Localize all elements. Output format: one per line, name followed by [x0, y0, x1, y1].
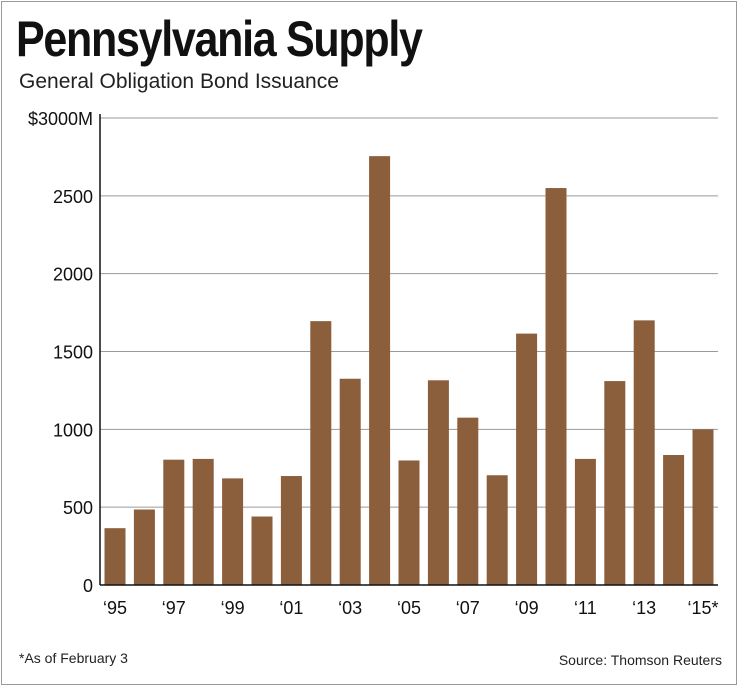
x-tick-label: ‘15* [687, 598, 718, 618]
bar-2010 [545, 188, 567, 586]
bar-2004 [369, 156, 391, 585]
bar-1996 [133, 509, 155, 585]
x-tick-label: ‘07 [456, 598, 480, 618]
bar-2002 [310, 321, 332, 585]
x-tick-label: ‘05 [397, 598, 421, 618]
bar-2013 [633, 320, 655, 585]
bar-2012 [604, 381, 626, 585]
y-tick-label: 500 [63, 498, 93, 518]
bar-2014 [663, 455, 685, 585]
bar-2009 [516, 333, 538, 585]
x-tick-label: ‘03 [338, 598, 362, 618]
bar-1998 [192, 458, 214, 585]
x-tick-label: ‘99 [221, 598, 245, 618]
bar-1995 [104, 528, 126, 585]
source-note: Source: Thomson Reuters [558, 652, 722, 668]
x-tick-label: ‘01 [279, 598, 303, 618]
x-tick-labels: ‘95 ‘97 ‘99 ‘01 ‘03 ‘05 ‘07 ‘09 ‘11 ‘13 ‘15* [103, 598, 719, 618]
bar-2007 [457, 417, 479, 585]
bar-2015 [692, 429, 714, 585]
x-tick-label: ‘11 [574, 598, 597, 618]
bar-1997 [163, 459, 185, 585]
y-tick-label: 1500 [53, 343, 93, 363]
chart-title: Pennsylvania Supply [16, 11, 423, 67]
bar-2000 [251, 516, 273, 585]
chart-subtitle: General Obligation Bond Issuance [19, 70, 339, 93]
x-tick-label: ‘09 [515, 598, 539, 618]
y-tick-label: 0 [83, 576, 93, 596]
y-tick-label: 1000 [53, 420, 93, 440]
bar-2001 [280, 476, 302, 585]
bar-2006 [427, 380, 449, 585]
y-tick-label: $3000M [28, 109, 93, 129]
x-tick-label: ‘95 [103, 598, 127, 618]
bar-2005 [398, 460, 420, 585]
y-tick-label: 2500 [53, 187, 93, 207]
axes [99, 114, 718, 586]
x-tick-label: ‘13 [632, 598, 656, 618]
footnote: *As of February 3 [19, 650, 128, 666]
bars [104, 156, 714, 586]
bar-2003 [339, 378, 361, 585]
y-tick-label: 2000 [53, 265, 93, 285]
bar-2008 [486, 475, 508, 585]
x-tick-label: ‘97 [162, 598, 186, 618]
y-tick-labels: 0 500 1000 1500 2000 2500 $3000M [28, 109, 93, 596]
bar-2011 [574, 458, 596, 585]
bar-1999 [222, 478, 244, 585]
